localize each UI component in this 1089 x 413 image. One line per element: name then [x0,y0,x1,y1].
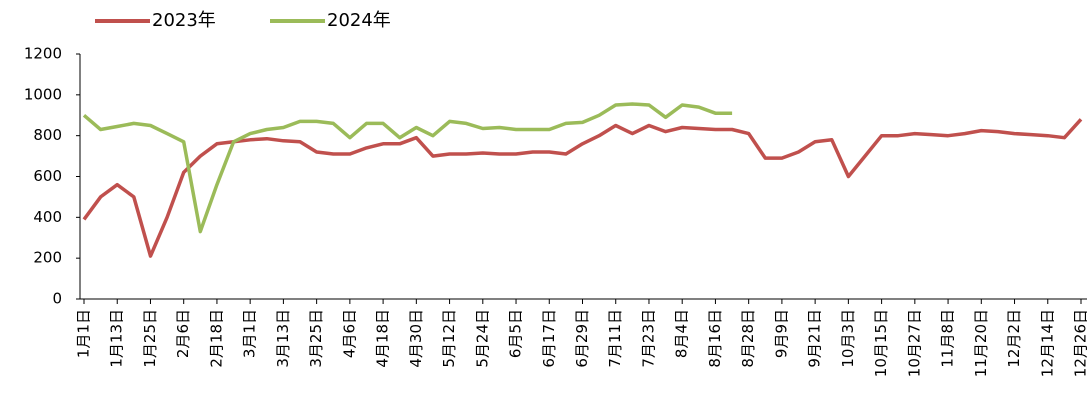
x-tick-label: 6月17日 [540,309,558,368]
x-tick-label: 12月14日 [1038,309,1056,377]
x-tick-label: 3月25日 [307,309,325,368]
x-tick-label: 11月20日 [972,309,990,377]
x-tick-label: 4月6日 [340,309,358,358]
y-tick-label: 0 [52,290,62,308]
y-tick-label: 200 [33,249,62,267]
x-tick-label: 10月15日 [872,309,890,377]
y-tick-label: 800 [33,126,62,144]
x-tick-label: 8月16日 [706,309,724,368]
x-tick-label: 4月30日 [407,309,425,368]
x-tick-label: 8月28日 [739,309,757,368]
x-tick-label: 5月12日 [440,309,458,368]
y-tick-label: 400 [33,208,62,226]
series-line [84,119,1081,256]
x-tick-label: 10月3日 [839,309,857,368]
y-tick-label: 1000 [24,85,62,103]
x-tick-label: 6月5日 [507,309,525,358]
x-tick-label: 3月13日 [274,309,292,368]
legend-label: 2024年 [327,10,391,31]
x-tick-label: 8月4日 [673,309,691,358]
x-tick-label: 1月1日 [75,309,93,358]
x-tick-label: 9月9日 [772,309,790,358]
x-tick-label: 12月26日 [1072,309,1089,377]
x-tick-label: 7月11日 [606,309,624,368]
y-tick-label: 1200 [24,45,62,63]
x-tick-label: 2月18日 [207,309,225,368]
x-tick-label: 11月8日 [939,309,957,368]
x-tick-label: 1月25日 [141,309,159,368]
x-tick-label: 10月27日 [905,309,923,377]
legend-label: 2023年 [152,10,216,31]
x-tick-label: 1月13日 [108,309,126,368]
x-tick-label: 3月1日 [241,309,259,358]
y-tick-label: 600 [33,167,62,185]
x-tick-label: 2月6日 [174,309,192,358]
x-tick-label: 6月29日 [573,309,591,368]
x-tick-label: 4月18日 [374,309,392,368]
series-line [84,104,732,232]
x-tick-label: 5月24日 [473,309,491,368]
x-tick-label: 9月21日 [806,309,824,368]
x-tick-label: 7月23日 [639,309,657,368]
x-tick-label: 12月2日 [1005,309,1023,368]
